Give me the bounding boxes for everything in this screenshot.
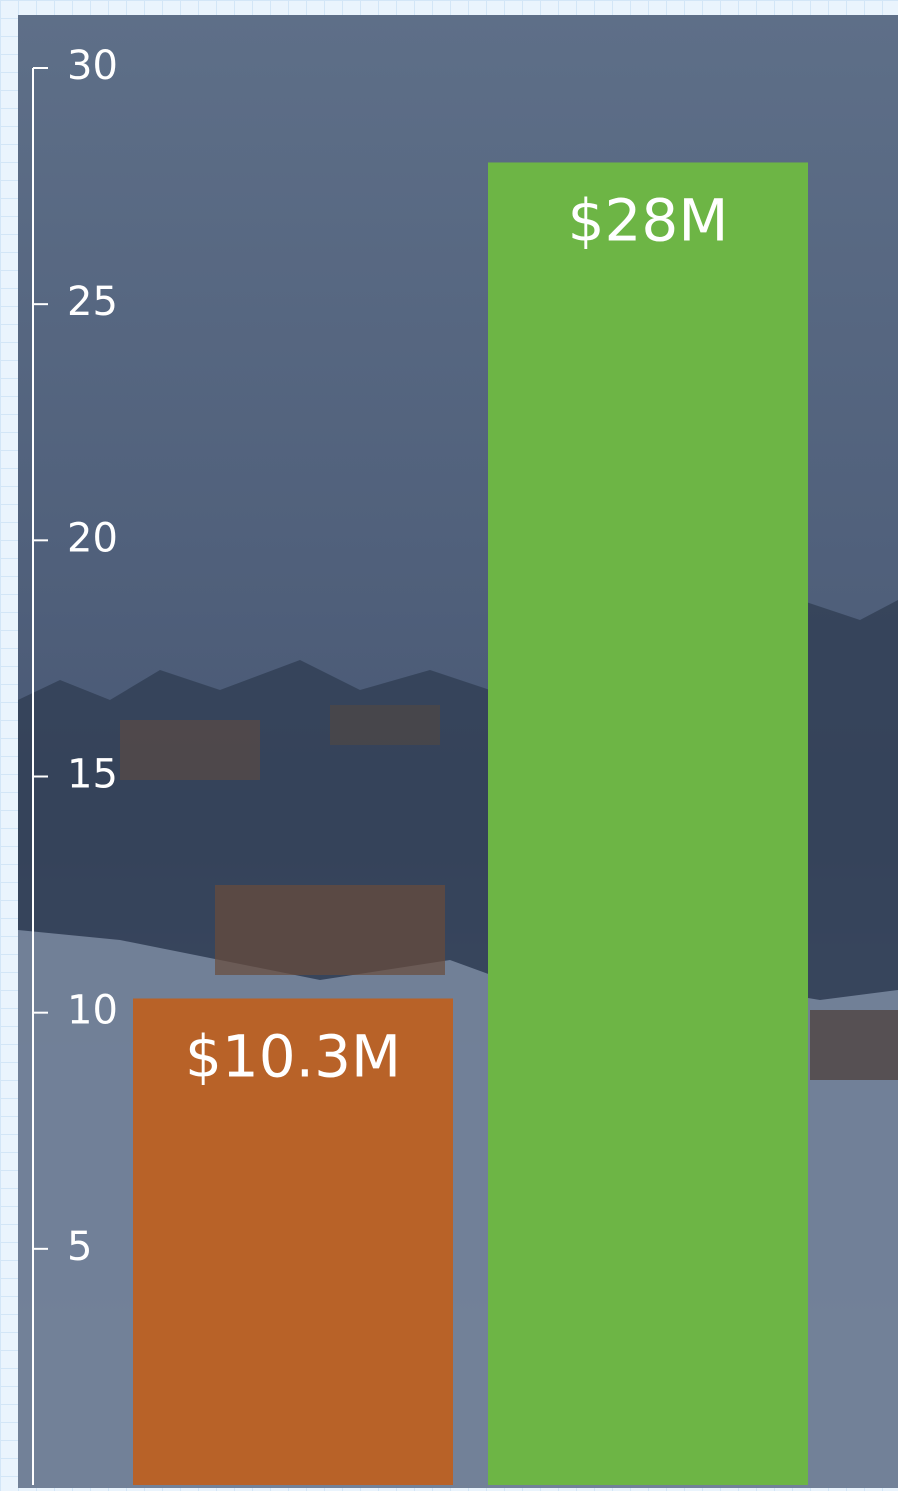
- value-label: $28M: [568, 187, 729, 255]
- bar: [488, 162, 808, 1485]
- y-tick-label: 5: [67, 1224, 92, 1270]
- chart: 5 10 15 20 25 30 $10.3M $28M: [0, 0, 898, 1491]
- y-tick-label: 20: [67, 515, 118, 561]
- page: 51015202530$10.3M$28M (() => { const dat…: [0, 0, 898, 1491]
- y-tick-label: 25: [67, 279, 118, 325]
- value-label: $10.3M: [185, 1023, 401, 1091]
- y-tick-label: 10: [67, 988, 118, 1034]
- y-tick-label: 30: [67, 43, 118, 89]
- y-tick-label: 15: [67, 752, 118, 798]
